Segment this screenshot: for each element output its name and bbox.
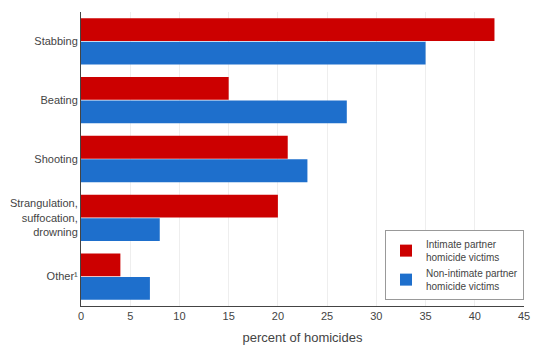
svg-text:45: 45 bbox=[518, 310, 530, 322]
svg-text:percent of homicides: percent of homicides bbox=[243, 330, 363, 345]
svg-text:5: 5 bbox=[127, 310, 133, 322]
svg-text:35: 35 bbox=[419, 310, 431, 322]
svg-text:Strangulation,suffocation,drow: Strangulation,suffocation,drowning bbox=[10, 197, 78, 238]
svg-text:15: 15 bbox=[223, 310, 235, 322]
svg-text:Intimate partnerhomicide victi: Intimate partnerhomicide victims bbox=[426, 239, 499, 263]
svg-text:Stabbing: Stabbing bbox=[34, 35, 77, 47]
svg-text:Other¹: Other¹ bbox=[47, 270, 79, 282]
svg-text:30: 30 bbox=[370, 310, 382, 322]
svg-text:10: 10 bbox=[173, 310, 185, 322]
svg-text:25: 25 bbox=[321, 310, 333, 322]
svg-text:Beating: Beating bbox=[40, 94, 77, 106]
svg-text:40: 40 bbox=[469, 310, 481, 322]
svg-text:Non-intimate partnerhomicide v: Non-intimate partnerhomicide victims bbox=[426, 268, 518, 292]
svg-text:Shooting: Shooting bbox=[34, 153, 77, 165]
svg-text:20: 20 bbox=[272, 310, 284, 322]
svg-text:0: 0 bbox=[78, 310, 84, 322]
